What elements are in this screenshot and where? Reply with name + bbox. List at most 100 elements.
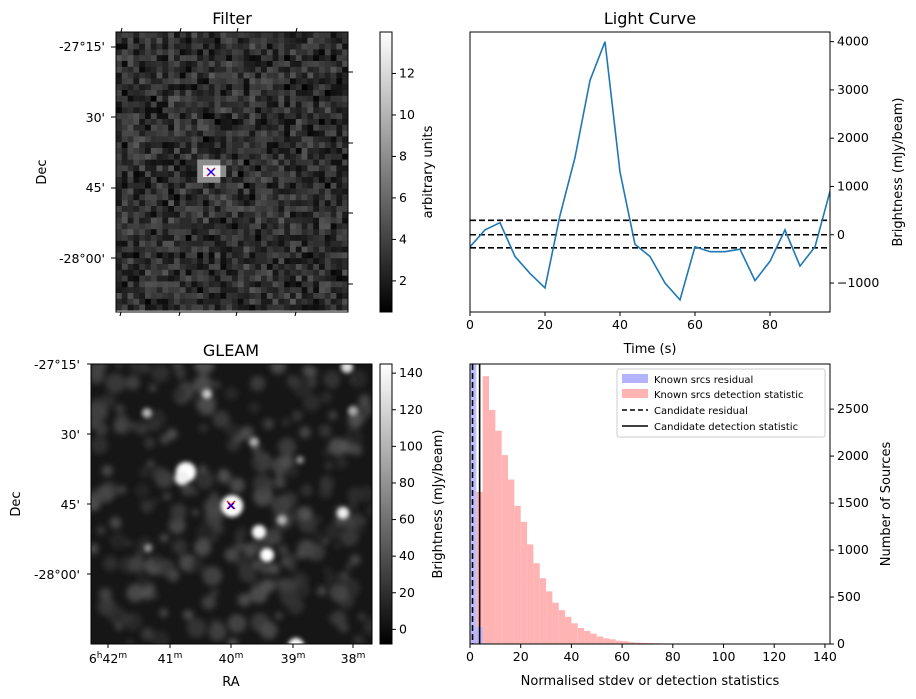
filter-candidate-marker: [206, 167, 216, 177]
filter-pixel: [168, 206, 175, 213]
filter-pixel: [295, 119, 302, 126]
filter-pixel: [295, 223, 302, 230]
filter-pixel: [150, 298, 157, 305]
filter-pixel: [203, 223, 210, 230]
filter-pixel: [179, 240, 186, 247]
filter-pixel: [127, 61, 134, 68]
filter-pixel: [168, 107, 175, 114]
filter-pixel: [243, 229, 250, 236]
filter-pixel: [342, 78, 349, 85]
filter-pixel: [197, 269, 204, 276]
filter-pixel: [174, 206, 181, 213]
filter-pixel: [237, 113, 244, 120]
filter-pixel: [313, 84, 320, 91]
filter-pixel: [330, 264, 337, 271]
filter-pixel: [156, 84, 163, 91]
light-curve-xtick-label: 20: [537, 317, 553, 332]
gleam-noise-blob: [237, 593, 251, 607]
filter-pixel: [127, 107, 134, 114]
filter-pixel: [185, 142, 192, 149]
filter-pixel: [272, 229, 279, 236]
filter-pixel: [249, 113, 256, 120]
filter-pixel: [336, 200, 343, 207]
filter-pixel: [232, 37, 239, 44]
histogram-ytick-label: 2000: [837, 448, 869, 463]
filter-pixel: [127, 95, 134, 102]
filter-pixel: [121, 229, 128, 236]
filter-pixel: [324, 287, 331, 294]
filter-pixel: [313, 252, 320, 259]
gleam-noise-blob: [199, 423, 208, 433]
filter-pixel: [168, 113, 175, 120]
filter-pixel: [208, 223, 215, 230]
filter-pixel: [156, 206, 163, 213]
filter-pixel: [266, 95, 273, 102]
filter-pixel: [342, 269, 349, 276]
filter-pixel: [284, 177, 291, 184]
filter-pixel: [261, 246, 268, 253]
filter-pixel: [139, 229, 146, 236]
filter-pixel: [191, 84, 198, 91]
filter-pixel: [127, 153, 134, 160]
filter-pixel: [203, 246, 210, 253]
filter-pixel: [116, 43, 123, 50]
filter-pixel: [133, 90, 140, 97]
filter-pixel: [162, 66, 169, 73]
filter-pixel: [133, 95, 140, 102]
filter-pixel: [319, 223, 326, 230]
filter-pixel: [179, 229, 186, 236]
filter-pixel: [150, 72, 157, 79]
filter-pixel: [197, 188, 204, 195]
filter-pixel: [307, 194, 314, 201]
filter-pixel: [307, 223, 314, 230]
filter-pixel: [185, 95, 192, 102]
filter-pixel: [197, 153, 204, 160]
filter-pixel: [179, 90, 186, 97]
gleam-noise-blob: [98, 587, 112, 601]
filter-pixel: [133, 61, 140, 68]
filter-pixel: [232, 148, 239, 155]
filter-pixel: [272, 66, 279, 73]
filter-pixel: [150, 235, 157, 242]
filter-pixel: [295, 107, 302, 114]
filter-pixel: [313, 211, 320, 218]
filter-pixel: [145, 298, 152, 305]
filter-pixel: [307, 49, 314, 56]
filter-pixel: [203, 177, 210, 184]
filter-pixel: [307, 72, 314, 79]
histogram-bar-known-detection: [527, 544, 534, 644]
filter-pixel: [319, 298, 326, 305]
filter-pixel: [116, 37, 123, 44]
filter-pixel: [162, 165, 169, 172]
filter-pixel: [243, 101, 250, 108]
filter-pixel: [203, 136, 210, 143]
filter-pixel: [307, 37, 314, 44]
filter-pixel: [243, 142, 250, 149]
filter-pixel: [121, 119, 128, 126]
filter-pixel: [313, 159, 320, 166]
filter-pixel: [295, 148, 302, 155]
filter-pixel: [295, 269, 302, 276]
filter-pixel: [284, 165, 291, 172]
filter-pixel: [116, 281, 123, 288]
filter-pixel: [208, 101, 215, 108]
filter-pixel: [342, 130, 349, 137]
filter-pixel: [307, 269, 314, 276]
gleam-source: [252, 525, 266, 539]
filter-pixel: [203, 159, 210, 166]
filter-pixel: [261, 124, 268, 131]
filter-pixel: [266, 252, 273, 259]
filter-pixel: [121, 246, 128, 253]
filter-pixel: [179, 223, 186, 230]
filter-pixel: [226, 78, 233, 85]
filter-pixel: [214, 304, 221, 311]
filter-pixel: [307, 240, 314, 247]
gleam-noise-blob: [114, 414, 130, 429]
filter-pixel: [330, 246, 337, 253]
filter-pixel: [330, 171, 337, 178]
filter-pixel: [319, 304, 326, 311]
filter-pixel: [220, 252, 227, 259]
filter-pixel: [278, 95, 285, 102]
gleam-colorbar-tick-label: 80: [399, 475, 415, 490]
filter-pixel: [197, 37, 204, 44]
